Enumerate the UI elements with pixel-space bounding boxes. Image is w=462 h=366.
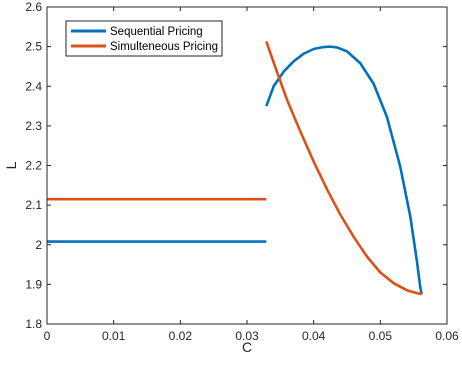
x-axis-label: C	[242, 339, 252, 355]
plot-frame	[46, 6, 448, 325]
x-tick-label: 0.05	[369, 329, 393, 343]
y-tick-label: 2.6	[25, 0, 42, 14]
y-tick-label: 2.5	[25, 40, 42, 54]
y-tick-label: 2	[35, 238, 42, 252]
y-tick-label: 2.4	[25, 79, 42, 93]
y-axis-label: L	[3, 161, 19, 169]
x-tick-label: 0.02	[169, 329, 193, 343]
series-layer	[47, 41, 423, 296]
y-tick-label: 1.9	[25, 277, 42, 291]
x-tick-label: 0.01	[102, 329, 126, 343]
legend: Sequential Pricing Simulteneous Pricing	[65, 20, 223, 57]
x-tick-label: 0.04	[302, 329, 326, 343]
legend-label-simultaneous: Simulteneous Pricing	[110, 41, 218, 53]
x-tick-label: 0.06	[435, 329, 459, 343]
legend-box	[65, 20, 223, 57]
x-tick-label: 0.03	[235, 329, 259, 343]
legend-label-sequential: Sequential Pricing	[110, 26, 203, 38]
y-tick-label: 2.2	[25, 159, 42, 173]
series-1-segment-1	[265, 41, 422, 296]
x-tick-label: 0	[44, 329, 51, 343]
y-tick-label: 2.1	[25, 198, 42, 212]
series-0-segment-1	[265, 45, 423, 295]
y-tick-label: 1.8	[25, 317, 42, 331]
y-tick-label: 2.3	[25, 119, 42, 133]
axis-ticks: 0 0.01 0.02 0.03 0.04 0.05 0.06 1.8 1.9 2 2.1 2.2 2.…	[25, 0, 459, 343]
